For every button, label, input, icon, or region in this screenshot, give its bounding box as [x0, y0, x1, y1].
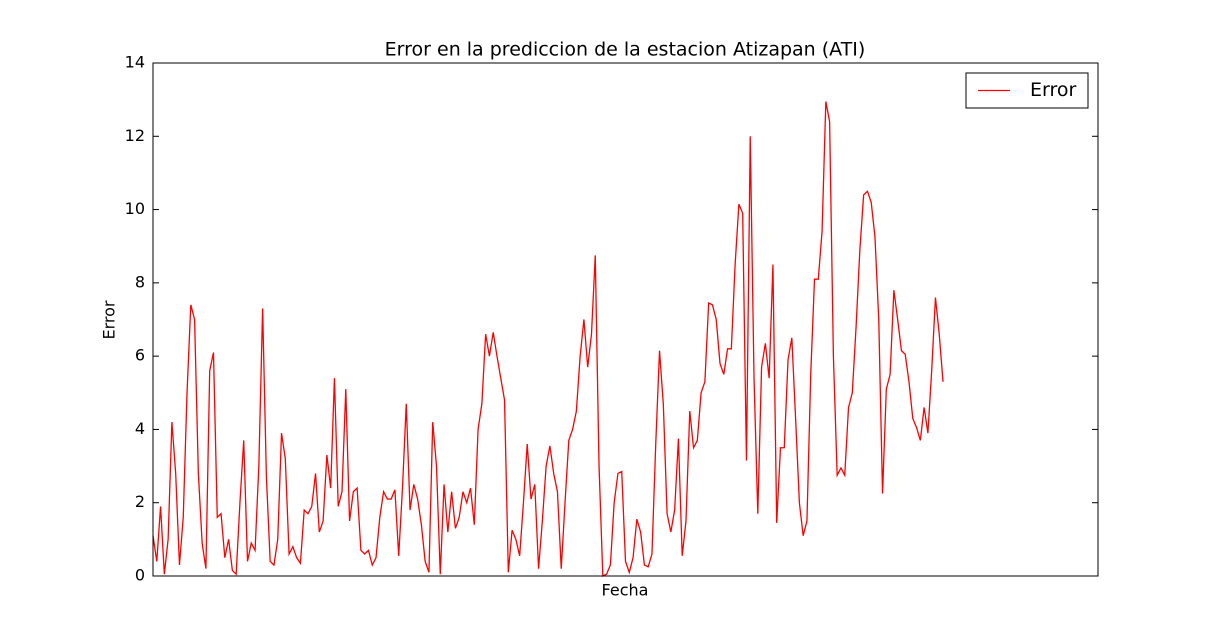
y-tick-label: 2 — [135, 492, 145, 511]
x-axis-label: Fecha — [602, 581, 649, 600]
y-tick-label: 12 — [125, 126, 145, 145]
line — [152, 101, 944, 578]
plot-frame — [152, 62, 1099, 577]
chart-title: Error en la prediccion de la estacion At… — [385, 39, 866, 61]
legend-label: Error — [1030, 79, 1077, 101]
y-tick-label: 0 — [135, 566, 145, 585]
y-tick-label: 8 — [135, 272, 145, 291]
y-tick-label: 14 — [125, 53, 145, 72]
y-axis-label: Error — [100, 300, 119, 339]
y-tick-label: 10 — [125, 199, 145, 218]
y-tick-label: 6 — [135, 346, 145, 365]
y-tick-label: 4 — [135, 419, 145, 438]
